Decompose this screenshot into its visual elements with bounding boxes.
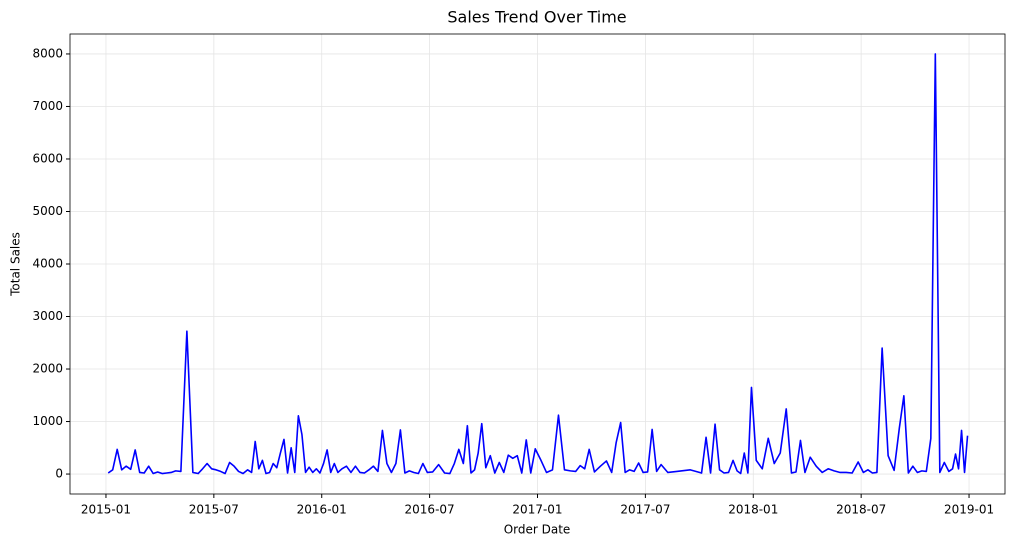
- x-tick-label: 2017-01: [512, 503, 562, 517]
- plot-frame: [69, 33, 1006, 495]
- y-tick-label: 1000: [32, 414, 63, 428]
- y-tick-label: 6000: [32, 151, 63, 165]
- x-tick-label: 2015-07: [189, 503, 239, 517]
- x-axis-label: Order Date: [504, 523, 571, 537]
- chart-title: Sales Trend Over Time: [447, 8, 626, 27]
- sales-line: [107, 53, 969, 475]
- y-tick-label: 3000: [32, 309, 63, 323]
- x-tick-label: 2017-07: [620, 503, 670, 517]
- x-tick-label: 2016-07: [405, 503, 455, 517]
- x-tick-label: 2018-07: [836, 503, 886, 517]
- y-tick-label: 5000: [32, 204, 63, 218]
- y-tick-label: 7000: [32, 99, 63, 113]
- y-tick-label: 8000: [32, 46, 63, 60]
- y-tick-label: 0: [55, 467, 63, 481]
- y-axis-label: Total Sales: [9, 232, 23, 297]
- y-tick-label: 2000: [32, 362, 63, 376]
- x-tick-label: 2018-01: [728, 503, 778, 517]
- x-tick-label: 2019-01: [944, 503, 994, 517]
- y-tick-label: 4000: [32, 257, 63, 271]
- x-tick-label: 2015-01: [81, 503, 131, 517]
- x-tick-label: 2016-01: [297, 503, 347, 517]
